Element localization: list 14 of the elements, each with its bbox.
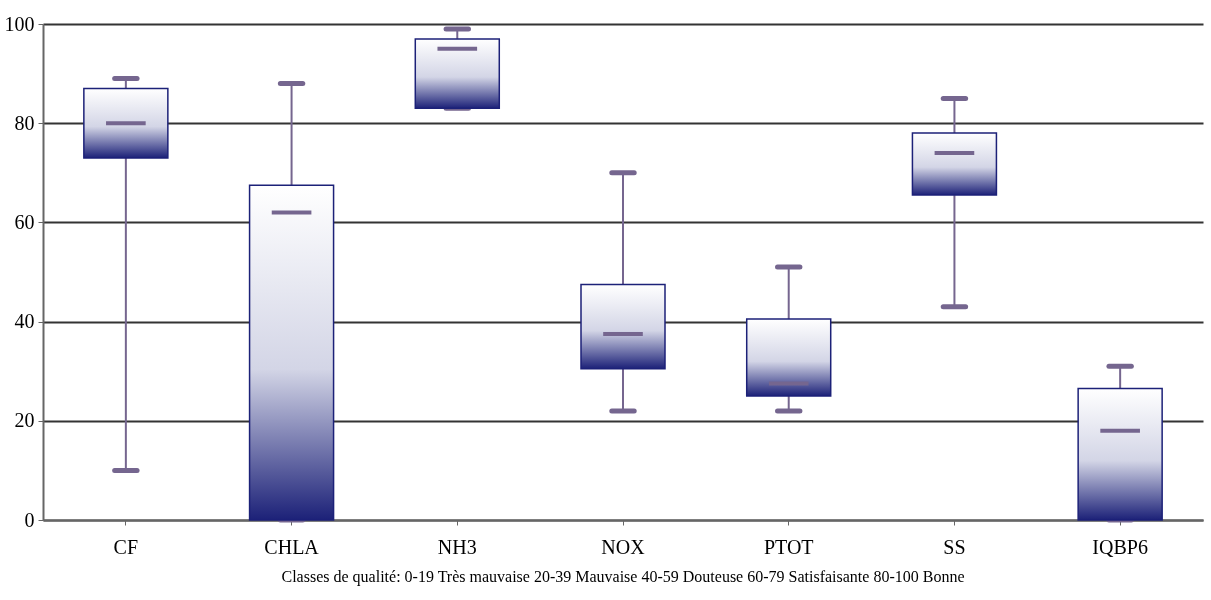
y-tick-label: 40	[14, 310, 35, 333]
x-tick-label: NH3	[437, 535, 477, 558]
y-tick-label: 0	[24, 508, 35, 531]
x-tick-label: PTOT	[763, 535, 814, 558]
y-tick-label: 60	[14, 210, 35, 233]
x-tick-label: IQBP6	[1092, 535, 1148, 558]
y-tick-label: 100	[4, 12, 35, 35]
x-tick-label: CF	[113, 535, 139, 558]
x-tick-label: CHLA	[264, 535, 320, 558]
x-tick-label: SS	[943, 535, 966, 558]
y-tick-label: 20	[14, 409, 35, 432]
x-tick-label: NOX	[601, 535, 646, 558]
text: Classes de qualité: 0-19 Très mauvaise 20-39 Mauvaise 40-59 Douteuse 60-79 Satisfaisante 80-100 Bonne	[281, 568, 965, 586]
y-tick-label: 80	[14, 111, 35, 134]
